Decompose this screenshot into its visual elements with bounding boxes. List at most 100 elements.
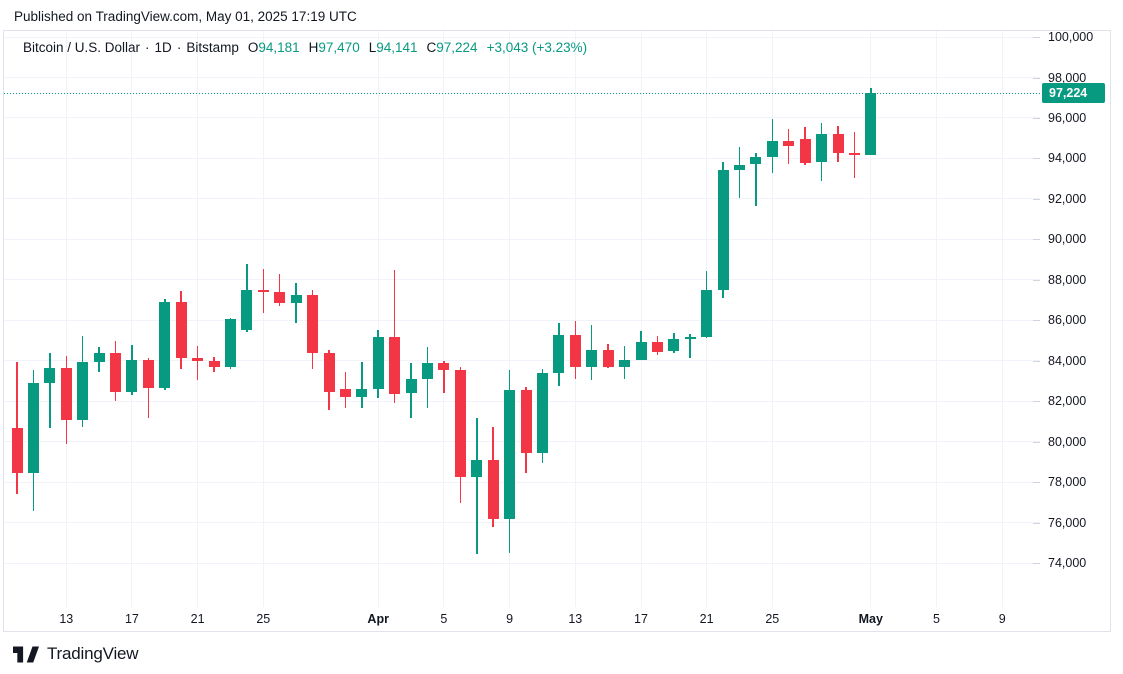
candle-body xyxy=(208,360,220,368)
legend-exchange: Bitstamp xyxy=(186,40,239,55)
time-gridline xyxy=(640,31,642,607)
price-axis-label: 82,000 xyxy=(1048,394,1087,409)
legend-high-value: 97,470 xyxy=(318,40,360,55)
candle-body xyxy=(734,164,745,170)
price-axis-label: 96,000 xyxy=(1048,110,1087,125)
candle-body xyxy=(701,289,713,337)
time-gridline xyxy=(509,31,511,607)
time-axis-label: 9 xyxy=(998,612,1006,626)
price-tick xyxy=(1033,522,1040,524)
time-axis-label: May xyxy=(858,612,883,626)
candle-body xyxy=(520,390,532,454)
price-gridline xyxy=(4,238,1040,240)
price-axis-label: 74,000 xyxy=(1048,556,1087,570)
candle-body xyxy=(816,133,828,162)
candle-body xyxy=(159,302,171,389)
time-axis[interactable] xyxy=(4,608,1040,632)
candle-body xyxy=(717,169,729,290)
candle-wick xyxy=(295,283,297,323)
price-axis-label: 100,000 xyxy=(1048,30,1094,44)
candle-wick xyxy=(49,352,51,429)
time-axis-label: 13 xyxy=(59,612,74,626)
time-gridline xyxy=(443,31,445,607)
candle-body xyxy=(290,295,302,303)
candle-wick xyxy=(361,362,363,409)
candle-body xyxy=(586,349,598,367)
candle-body xyxy=(684,337,696,340)
candle-body xyxy=(750,157,762,165)
price-axis-label: 84,000 xyxy=(1048,353,1087,368)
time-axis-label: 5 xyxy=(933,612,940,626)
candle-wick xyxy=(738,147,741,199)
published-bar: Published on TradingView.com, May 01, 20… xyxy=(14,9,357,24)
candle-body xyxy=(274,292,286,303)
candle-body xyxy=(372,337,384,390)
candle-body xyxy=(848,152,860,155)
candle-body xyxy=(635,341,647,361)
price-tick xyxy=(1033,117,1040,119)
legend-separator: · xyxy=(145,40,150,55)
candle-body xyxy=(257,290,269,293)
candle-wick xyxy=(443,360,445,394)
candle-body xyxy=(323,352,335,392)
price-gridline xyxy=(4,117,1040,119)
candle-body xyxy=(307,295,319,354)
price-axis-label: 98,000 xyxy=(1048,70,1087,85)
candle-body xyxy=(471,460,483,477)
candle-wick xyxy=(689,334,691,358)
time-gridline xyxy=(262,31,264,607)
price-axis[interactable] xyxy=(1041,31,1111,607)
chart-legend: Bitcoin / U.S. Dollar · 1D · Bitstamp O94,181… xyxy=(23,40,587,55)
legend-interval: 1D xyxy=(154,40,172,55)
price-axis-label: 88,000 xyxy=(1048,272,1087,287)
candle-body xyxy=(619,360,630,368)
candle-body xyxy=(438,363,450,371)
candle-body xyxy=(142,359,154,389)
candle-body xyxy=(536,372,548,454)
chart-pane[interactable] xyxy=(4,31,1040,607)
time-axis-label: Apr xyxy=(367,612,389,626)
price-tick xyxy=(1033,37,1040,38)
price-gridline xyxy=(4,198,1040,200)
candle-wick xyxy=(755,153,757,206)
price-gridline xyxy=(4,562,1040,564)
current-price-badge: 97,224 xyxy=(1042,83,1105,104)
candle-body xyxy=(422,363,433,380)
candle-body xyxy=(192,358,204,361)
candle-body xyxy=(389,337,401,394)
legend-low-label: L xyxy=(368,40,377,55)
candle-body xyxy=(110,353,121,392)
price-tick xyxy=(1033,441,1040,443)
candle-body xyxy=(126,359,138,392)
legend-change: +3,043 (+3.23%) xyxy=(486,40,588,55)
price-axis-label: 92,000 xyxy=(1048,191,1087,206)
legend-close-value: 97,224 xyxy=(436,40,478,55)
time-axis-label: 17 xyxy=(124,612,139,626)
price-gridline xyxy=(4,157,1040,159)
candle-wick xyxy=(196,345,199,380)
candle-body xyxy=(487,460,499,520)
price-gridline xyxy=(4,279,1040,281)
chart-widget-border xyxy=(3,30,1111,632)
candle-wick xyxy=(787,129,790,165)
legend-symbol: Bitcoin / U.S. Dollar xyxy=(23,40,141,55)
time-axis-label: 21 xyxy=(190,612,205,626)
time-axis-label: 17 xyxy=(634,612,648,626)
time-axis-label: 21 xyxy=(699,612,714,626)
price-gridline xyxy=(4,522,1040,523)
price-tick xyxy=(1033,401,1040,403)
price-tick xyxy=(1033,158,1040,160)
candle-body xyxy=(339,389,351,398)
candle-body xyxy=(11,427,23,474)
candle-body xyxy=(44,368,56,384)
tradingview-logo[interactable]: TradingView xyxy=(13,644,139,664)
time-gridline xyxy=(1001,31,1003,607)
price-axis-label: 78,000 xyxy=(1048,475,1087,490)
time-gridline xyxy=(574,31,576,607)
candle-wick xyxy=(853,131,856,179)
price-axis-label: 80,000 xyxy=(1048,434,1087,449)
published-text: Published on TradingView.com, May 01, 20… xyxy=(14,9,357,24)
current-price-line xyxy=(4,92,1040,94)
legend-open-value: 94,181 xyxy=(258,40,300,55)
